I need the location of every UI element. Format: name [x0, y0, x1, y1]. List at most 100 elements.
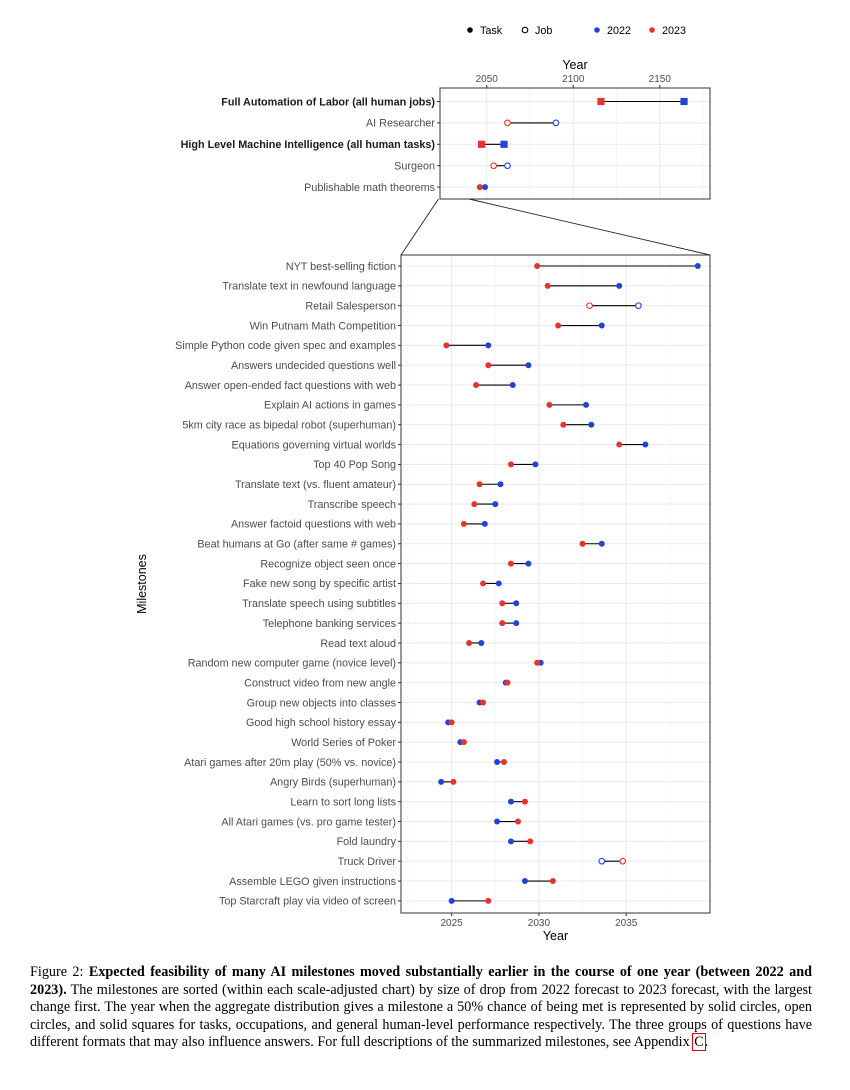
y-label-world-series-of-poker: World Series of Poker: [291, 737, 396, 749]
x-axis-title: Year: [562, 58, 587, 72]
x-tick-label: 2030: [528, 918, 551, 929]
chart-legend: Task Job 2022 2023: [467, 25, 686, 37]
point-2022-answer-open-ended-fact-questions-with-web: [509, 382, 516, 389]
legend-job-label: Job: [535, 25, 552, 37]
y-label-ai-researcher: AI Researcher: [366, 118, 435, 130]
figure-caption: Figure 2: Expected feasibility of many A…: [30, 964, 812, 1052]
point-2022-retail-salesperson: [635, 302, 642, 310]
point-2022-publishable-math-theorems: [482, 184, 488, 191]
x-tick-label: 2150: [649, 74, 672, 85]
point-2023-answer-factoid-questions-with-web: [460, 520, 467, 527]
zoom-connector-lines: [400, 198, 711, 256]
point-2023-high-level-machine-intelligence-all-human-tasks: [477, 140, 486, 148]
point-2023-construct-video-from-new-angle: [504, 679, 511, 686]
point-2022-answer-factoid-questions-with-web: [481, 520, 488, 527]
x-tick-label: 2025: [441, 918, 464, 929]
point-2023-assemble-lego-given-instructions: [549, 878, 556, 885]
y-label-full-automation-of-labor-all-human-jobs: Full Automation of Labor (all human jobs…: [221, 96, 435, 108]
point-2022-telephone-banking-services: [513, 620, 520, 627]
point-2022-top-40-pop-song: [532, 461, 539, 468]
y-label-top-starcraft-play-via-video-of-screen: Top Starcraft play via video of screen: [219, 896, 396, 908]
x-tick-label: 2035: [615, 918, 638, 929]
point-2023-win-putnam-math-competition: [555, 322, 562, 329]
y-label-translate-speech-using-subtitles: Translate speech using subtitles: [242, 598, 396, 610]
point-2022-recognize-object-seen-once: [525, 560, 532, 567]
y-label-fold-laundry: Fold laundry: [337, 836, 397, 848]
y-label-answer-factoid-questions-with-web: Answer factoid questions with web: [231, 519, 396, 531]
legend-2022-marker: [594, 27, 600, 33]
y-label-explain-ai-actions-in-games: Explain AI actions in games: [264, 400, 397, 412]
point-2023-angry-birds-superhuman: [450, 778, 457, 785]
point-2022-all-atari-games-vs-pro-game-tester: [494, 818, 501, 825]
point-2023-top-40-pop-song: [507, 461, 514, 468]
point-2022-equations-governing-virtual-worlds: [642, 441, 649, 448]
y-label-beat-humans-at-go-after-same-games: Beat humans at Go (after same # games): [197, 539, 396, 551]
zoom-line-right: [468, 198, 711, 256]
milestones-figure: Task Job 2022 2023 2050 2100 2150 Year Full Aut…: [135, 25, 711, 943]
point-2023-world-series-of-poker: [460, 739, 467, 746]
point-2022-surgeon: [504, 162, 511, 170]
panel-border: [400, 254, 711, 914]
point-2023-group-new-objects-into-classes: [480, 699, 487, 706]
y-label-fake-new-song-by-specific-artist: Fake new song by specific artist: [243, 578, 396, 590]
y-label-recognize-object-seen-once: Recognize object seen once: [260, 558, 396, 570]
appendix-link[interactable]: C: [692, 1033, 706, 1052]
point-2022-fake-new-song-by-specific-artist: [495, 580, 502, 587]
y-label-translate-text-vs-fluent-amateur: Translate text (vs. fluent amateur): [235, 479, 396, 491]
y-label-construct-video-from-new-angle: Construct video from new angle: [244, 677, 396, 689]
y-label-read-text-aloud: Read text aloud: [320, 638, 396, 650]
point-2023-all-atari-games-vs-pro-game-tester: [514, 818, 521, 825]
point-2023-atari-games-after-20m-play-50-vs-novice: [501, 759, 507, 765]
y-label-truck-driver: Truck Driver: [338, 856, 397, 868]
point-2023-random-new-computer-game-novice-level: [534, 659, 541, 666]
caption-figure-label: Figure 2:: [30, 964, 84, 980]
point-2022-top-starcraft-play-via-video-of-screen: [448, 897, 455, 904]
point-2023-beat-humans-at-go-after-same-games: [579, 540, 586, 547]
y-label-equations-governing-virtual-worlds: Equations governing virtual worlds: [232, 439, 397, 451]
legend-2023-marker: [649, 27, 655, 33]
point-2023-translate-text-vs-fluent-amateur: [476, 481, 483, 488]
point-2023-answers-undecided-questions-well: [485, 362, 492, 369]
point-2022-nyt-best-selling-fiction: [694, 263, 701, 269]
point-2023-fake-new-song-by-specific-artist: [480, 580, 487, 587]
top-panel-chart: 2050 2100 2150 Year Full Automation of Labor…: [181, 58, 711, 200]
y-label-good-high-school-history-essay: Good high school history essay: [246, 717, 397, 729]
point-2022-read-text-aloud: [478, 639, 485, 646]
point-2023-telephone-banking-services: [499, 620, 506, 627]
point-2022-translate-speech-using-subtitles: [513, 600, 520, 607]
legend-2023-label: 2023: [662, 25, 686, 37]
caption-body-text: The milestones are sorted (within each s…: [30, 981, 812, 1051]
point-2023-translate-speech-using-subtitles: [499, 600, 506, 607]
point-2022-truck-driver: [598, 857, 606, 865]
y-label-translate-text-in-newfound-language: Translate text in newfound language: [222, 281, 396, 293]
point-2022-5km-city-race-as-bipedal-robot-superhuman: [588, 421, 595, 428]
x-axis-title: Year: [543, 929, 568, 943]
y-axis-title: Milestones: [135, 554, 149, 614]
y-label-top-40-pop-song: Top 40 Pop Song: [313, 459, 396, 471]
y-label-group-new-objects-into-classes: Group new objects into classes: [247, 697, 397, 709]
legend-task-marker: [467, 27, 473, 33]
y-label-answer-open-ended-fact-questions-with-web: Answer open-ended fact questions with we…: [185, 380, 396, 392]
caption-bold-text: Expected feasibility of many AI mileston…: [30, 964, 812, 998]
y-label-random-new-computer-game-novice-level: Random new computer game (novice level): [188, 658, 396, 670]
point-2023-explain-ai-actions-in-games: [546, 401, 553, 408]
point-2022-explain-ai-actions-in-games: [583, 401, 590, 408]
y-label-transcribe-speech: Transcribe speech: [308, 499, 396, 511]
point-2022-win-putnam-math-competition: [598, 322, 605, 329]
point-2023-surgeon: [490, 162, 498, 170]
y-label-atari-games-after-20m-play-50-vs-novice: Atari games after 20m play (50% vs. novi…: [184, 757, 396, 769]
point-2023-fold-laundry: [527, 838, 534, 845]
point-2023-truck-driver: [619, 857, 627, 865]
point-2022-translate-text-in-newfound-language: [616, 282, 623, 289]
point-2023-learn-to-sort-long-lists: [521, 798, 528, 805]
y-label-assemble-lego-given-instructions: Assemble LEGO given instructions: [229, 876, 396, 888]
y-label-high-level-machine-intelligence-all-human-tasks: High Level Machine Intelligence (all hum…: [181, 139, 436, 151]
y-label-retail-salesperson: Retail Salesperson: [305, 300, 396, 312]
y-label-5km-city-race-as-bipedal-robot-superhuman: 5km city race as bipedal robot (superhum…: [182, 420, 396, 432]
point-2022-fold-laundry: [507, 838, 514, 845]
point-2023-answer-open-ended-fact-questions-with-web: [473, 382, 480, 389]
y-label-all-atari-games-vs-pro-game-tester: All Atari games (vs. pro game tester): [221, 816, 396, 828]
legend-job-marker: [521, 26, 529, 34]
y-label-surgeon: Surgeon: [394, 161, 435, 173]
y-label-answers-undecided-questions-well: Answers undecided questions well: [231, 360, 396, 372]
